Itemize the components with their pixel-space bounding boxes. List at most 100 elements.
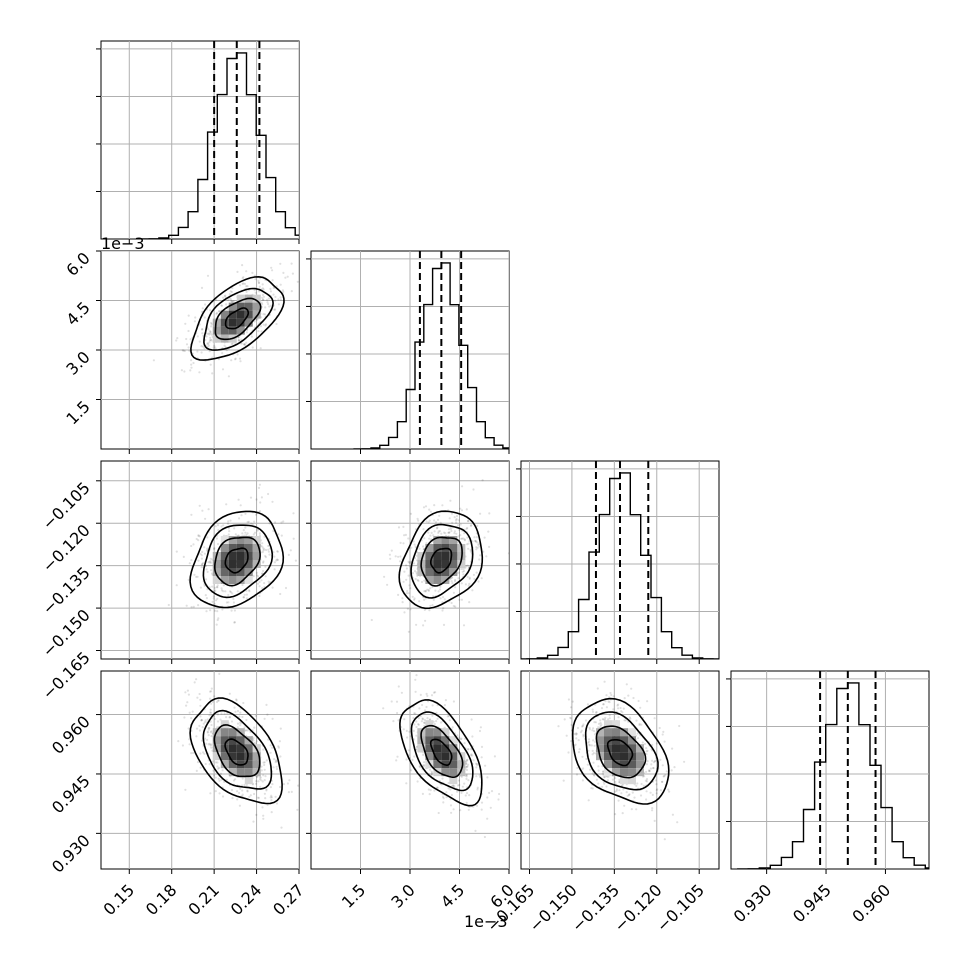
sample-point [405,567,408,570]
sample-point [651,809,654,812]
sample-point [664,774,667,777]
sample-point [213,609,217,612]
y-tick-label: 0.930 [48,831,94,877]
sample-point [201,562,205,565]
sample-point [434,691,437,694]
sample-point [276,550,279,553]
sample-point [218,766,221,770]
sample-point [661,764,664,767]
sample-point [277,746,280,749]
sample-point [431,714,434,717]
sample-point [423,579,426,582]
sample-point [441,596,445,599]
sample-point [214,346,217,349]
density-cell [220,568,229,576]
sample-point [591,753,594,756]
density-cell [417,744,426,753]
sample-point [204,594,207,597]
density-panel-1-0 [96,250,300,454]
sample-point [207,728,210,731]
sample-point [221,352,224,355]
sample-point [209,338,212,341]
sample-point [206,536,209,539]
density-cell [425,728,434,737]
sample-point [421,703,424,707]
sample-point [264,556,267,559]
density-cell [244,560,253,568]
sample-point [584,719,588,722]
sample-point [272,286,275,289]
sample-point [210,323,213,326]
sample-point [241,583,244,587]
sample-point [413,543,416,546]
sample-point [451,576,454,579]
sample-point [448,719,451,722]
sample-point [431,771,434,774]
sample-point [452,700,455,703]
sample-point [196,696,199,699]
sample-point [489,806,492,809]
density-cell [228,310,237,319]
sample-point [415,734,418,737]
sample-point [429,587,432,590]
sample-point [412,562,415,565]
sample-point [229,590,232,593]
sample-point [230,609,233,612]
sample-point [401,597,404,600]
sample-point [208,341,211,344]
sample-point [604,700,607,703]
sample-point [397,593,400,597]
sample-point [213,774,216,777]
sample-point [405,592,408,595]
sample-point [254,291,257,294]
sample-point [475,766,478,769]
sample-point [458,736,461,739]
sample-point [447,781,450,785]
sample-point [189,338,192,341]
sample-point [569,717,573,720]
sample-point [221,795,225,798]
sample-point [597,782,600,785]
sample-point [659,758,662,761]
sample-point [261,287,264,290]
contour-2 [410,523,474,599]
sample-point [383,575,386,578]
sample-point [443,598,446,601]
sample-point [467,748,470,751]
sample-point [605,706,609,709]
sample-point [478,774,481,777]
density-cell [220,720,229,729]
sample-point [463,532,466,535]
sample-point [215,726,218,729]
density-cell [220,544,229,552]
density-cell [220,752,229,761]
sample-point [205,578,208,581]
sample-point [645,747,648,750]
sample-point [474,762,478,765]
sample-point [588,744,591,747]
sample-point [224,294,227,297]
sample-point [426,694,429,698]
contours [189,697,283,805]
sample-point [452,784,455,788]
ticks [306,480,510,664]
sample-point [409,560,412,563]
sample-point [421,717,424,720]
sample-point [223,780,226,784]
sample-point [440,532,443,535]
sample-point [646,700,649,703]
sample-point [459,523,462,526]
sample-point [188,711,191,714]
sample-point [429,718,432,721]
density-cell [252,752,261,761]
sample-point [205,335,208,338]
sample-point [227,601,230,604]
sample-point [259,501,262,504]
sample-point [390,549,393,552]
contours [190,275,285,361]
sample-point [621,812,624,815]
density-cell [433,552,442,560]
sample-point [433,722,436,726]
sample-point [200,328,204,331]
sample-point [433,789,436,792]
